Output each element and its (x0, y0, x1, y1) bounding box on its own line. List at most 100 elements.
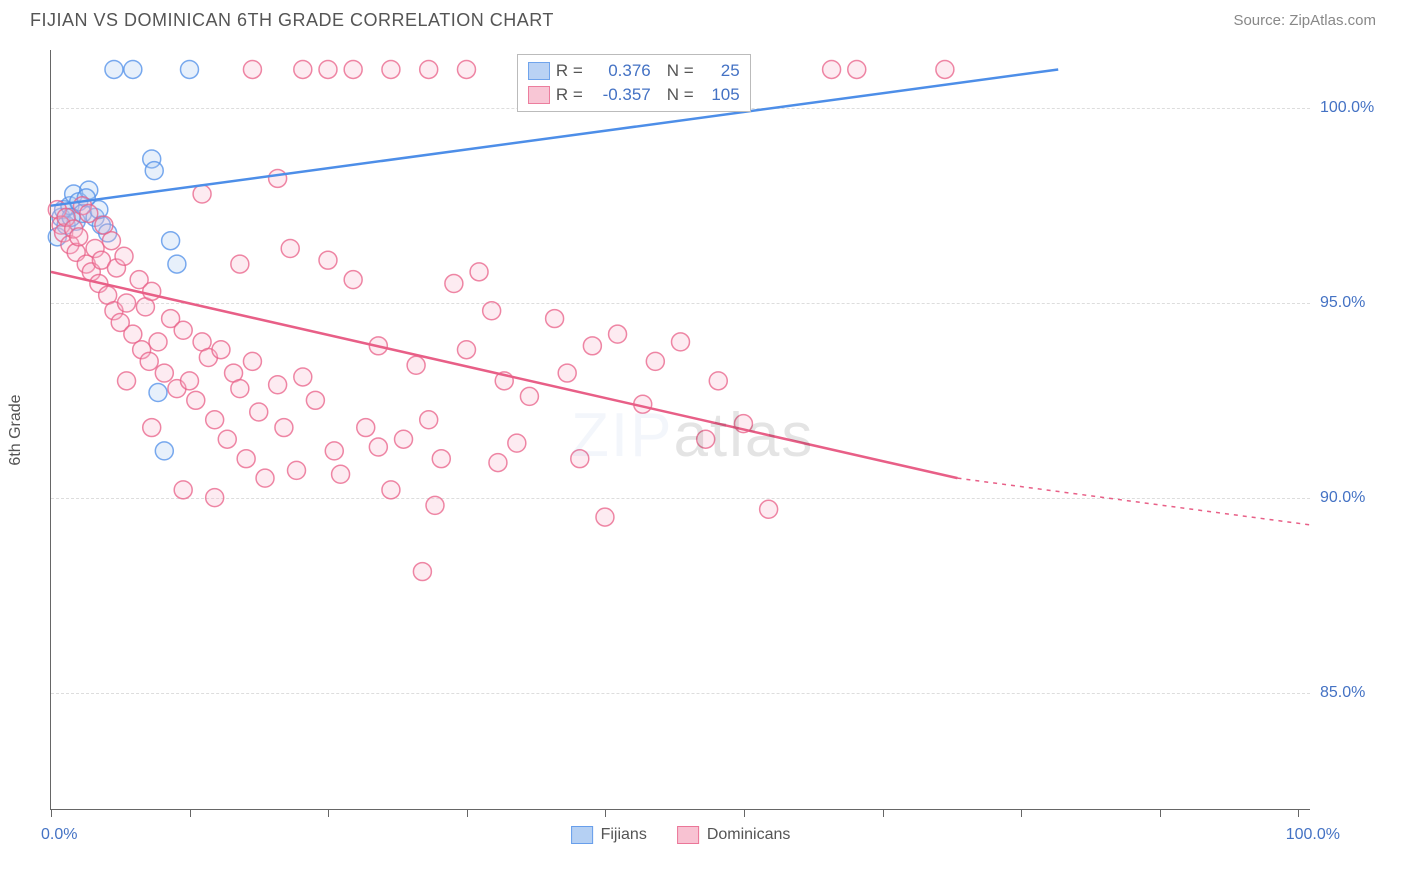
data-point (344, 60, 362, 78)
data-point (760, 500, 778, 518)
data-point (470, 263, 488, 281)
data-point (319, 251, 337, 269)
data-point (102, 232, 120, 250)
data-point (187, 391, 205, 409)
legend-r-label: R = (556, 85, 583, 105)
x-tick (605, 809, 606, 817)
data-point (250, 403, 268, 421)
data-point (105, 60, 123, 78)
legend-r-value: 0.376 (589, 61, 651, 81)
data-point (420, 411, 438, 429)
data-point (118, 294, 136, 312)
x-tick (1298, 809, 1299, 817)
data-point (231, 380, 249, 398)
data-point (609, 325, 627, 343)
legend-n-value: 105 (700, 85, 740, 105)
data-point (426, 496, 444, 514)
data-point (174, 321, 192, 339)
data-point (145, 162, 163, 180)
data-point (445, 275, 463, 293)
x-axis-min-label: 0.0% (41, 826, 77, 844)
data-point (168, 255, 186, 273)
data-point (70, 228, 88, 246)
data-point (420, 60, 438, 78)
data-point (583, 337, 601, 355)
data-point (432, 450, 450, 468)
y-tick-label: 100.0% (1320, 99, 1400, 117)
data-point (162, 232, 180, 250)
data-point (174, 481, 192, 499)
data-point (369, 438, 387, 456)
correlation-legend: R = 0.376 N = 25 R = -0.357 N = 105 (517, 54, 751, 112)
y-tick-label: 90.0% (1320, 489, 1400, 507)
data-point (155, 364, 173, 382)
data-point (823, 60, 841, 78)
data-point (149, 384, 167, 402)
data-point (243, 352, 261, 370)
series-legend: Fijians Dominicans (571, 826, 791, 844)
chart-plot-area: 6th Grade 85.0%90.0%95.0%100.0% 0.0% 100… (50, 50, 1310, 810)
data-point (155, 442, 173, 460)
data-point (231, 255, 249, 273)
legend-series-label: Dominicans (707, 826, 791, 844)
legend-n-value: 25 (700, 61, 740, 81)
data-point (936, 60, 954, 78)
data-point (596, 508, 614, 526)
data-point (124, 60, 142, 78)
data-point (319, 60, 337, 78)
legend-row: R = 0.376 N = 25 (528, 59, 740, 83)
data-point (269, 169, 287, 187)
data-point (508, 434, 526, 452)
data-point (306, 391, 324, 409)
chart-title: FIJIAN VS DOMINICAN 6TH GRADE CORRELATIO… (30, 10, 554, 31)
data-point (294, 60, 312, 78)
data-point (546, 310, 564, 328)
data-point (281, 240, 299, 258)
regression-extrapolation (957, 478, 1310, 525)
x-tick (328, 809, 329, 817)
x-tick (467, 809, 468, 817)
data-point (294, 368, 312, 386)
data-point (269, 376, 287, 394)
data-point (115, 247, 133, 265)
data-point (143, 419, 161, 437)
data-point (672, 333, 690, 351)
data-point (206, 411, 224, 429)
legend-item: Dominicans (677, 826, 791, 844)
data-point (520, 387, 538, 405)
data-point (646, 352, 664, 370)
data-point (275, 419, 293, 437)
data-point (193, 185, 211, 203)
legend-swatch (571, 826, 593, 844)
legend-series-label: Fijians (601, 826, 647, 844)
data-point (237, 450, 255, 468)
data-point (407, 356, 425, 374)
legend-swatch (677, 826, 699, 844)
data-point (571, 450, 589, 468)
data-point (395, 430, 413, 448)
data-point (697, 430, 715, 448)
legend-row: R = -0.357 N = 105 (528, 83, 740, 107)
data-point (256, 469, 274, 487)
data-point (457, 60, 475, 78)
legend-r-value: -0.357 (589, 85, 651, 105)
x-tick (883, 809, 884, 817)
data-point (118, 372, 136, 390)
data-point (558, 364, 576, 382)
data-point (382, 60, 400, 78)
data-point (848, 60, 866, 78)
data-point (288, 461, 306, 479)
x-tick (190, 809, 191, 817)
legend-n-label: N = (667, 61, 694, 81)
data-point (218, 430, 236, 448)
data-point (344, 271, 362, 289)
data-point (483, 302, 501, 320)
x-tick (1160, 809, 1161, 817)
legend-r-label: R = (556, 61, 583, 81)
data-point (457, 341, 475, 359)
data-point (325, 442, 343, 460)
legend-swatch (528, 86, 550, 104)
data-point (243, 60, 261, 78)
x-tick (744, 809, 745, 817)
legend-n-label: N = (667, 85, 694, 105)
